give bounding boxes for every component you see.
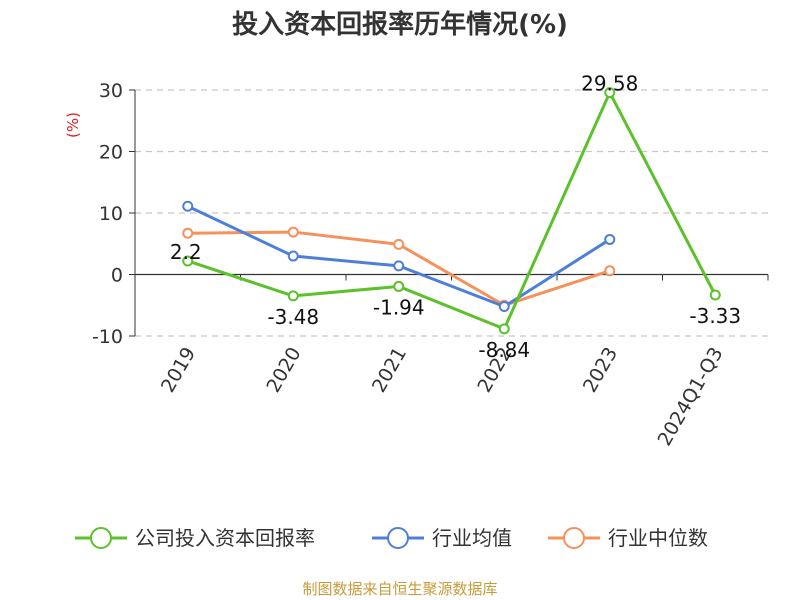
- series-line-0: [187, 91, 717, 331]
- data-point: [393, 238, 405, 250]
- y-tick-label: -10: [92, 326, 123, 348]
- x-tick-label: 2023: [579, 344, 622, 397]
- data-label: -3.48: [267, 305, 319, 329]
- legend-label: 行业中位数: [608, 526, 708, 550]
- data-point: [498, 323, 510, 335]
- data-point: [604, 87, 616, 99]
- x-tick-label: 2020: [262, 344, 305, 397]
- y-tick-label: 20: [99, 142, 123, 164]
- legend-label: 公司投入资本回报率: [135, 526, 315, 550]
- data-point: [604, 233, 616, 245]
- data-label: -8.84: [478, 338, 530, 362]
- data-point: [393, 280, 405, 292]
- x-tick-label: 2019: [157, 344, 200, 397]
- x-tick-label: 2024Q1-Q3: [654, 344, 728, 450]
- chart-title: 投入资本回报率历年情况(%): [232, 10, 568, 40]
- legend-label: 行业均值: [432, 526, 512, 550]
- data-label: -3.33: [689, 304, 741, 328]
- y-tick-label: 0: [111, 265, 123, 287]
- x-tick-label: 2021: [368, 344, 411, 397]
- source-note: 制图数据来自恒生聚源数据库: [302, 580, 498, 598]
- data-point: [709, 289, 721, 301]
- data-point: [498, 300, 510, 312]
- legend-marker: [90, 527, 112, 549]
- data-point: [287, 290, 299, 302]
- data-label: 29.58: [581, 72, 638, 96]
- legend-marker: [387, 527, 409, 549]
- data-point: [182, 200, 194, 212]
- data-point: [182, 227, 194, 239]
- data-point: [604, 265, 616, 277]
- data-point: [393, 260, 405, 272]
- data-label: 2.2: [170, 240, 202, 264]
- legend-marker: [563, 527, 585, 549]
- series-layer: [182, 87, 721, 335]
- data-point: [182, 255, 194, 267]
- data-labels: 2.2 -3.48 -1.94 -8.84 29.58 -3.33: [170, 72, 741, 362]
- y-tick-label: 30: [99, 80, 123, 102]
- y-axis-label: (%): [64, 112, 82, 138]
- data-point: [287, 226, 299, 238]
- legend: 公司投入资本回报率 行业均值 行业中位数: [75, 526, 708, 550]
- y-tick-label: 10: [99, 203, 123, 225]
- data-label: -1.94: [373, 295, 425, 319]
- data-point: [287, 250, 299, 262]
